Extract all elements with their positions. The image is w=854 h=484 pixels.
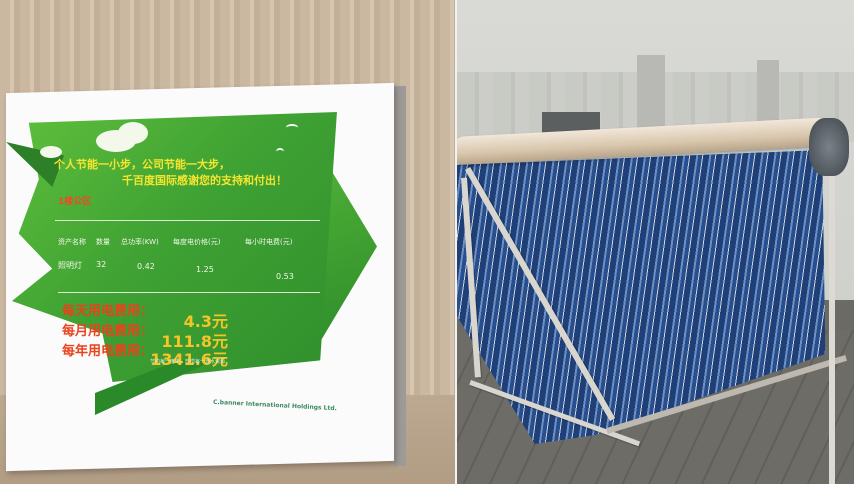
tank-end-cap (809, 118, 849, 176)
sign-footer-note: 节约每一度电，珍惜每一滴水资源 (150, 359, 226, 365)
energy-sign-photo: 个人节能一小步，公司节能一大步， 千百度国际感谢您的支持和付出！ 1楼公区 资产… (0, 0, 455, 484)
sign-section-title: 1楼公区 (58, 197, 92, 207)
table-header-quantity: 数量 (96, 238, 110, 246)
table-cell-hourly-cost: 0.53 (276, 272, 294, 281)
cloud-icon (40, 146, 62, 158)
sign-slogan-line-2: 千百度国际感谢您的支持和付出！ (122, 174, 287, 187)
cloud-icon (118, 122, 148, 144)
table-cell-power: 0.42 (137, 262, 155, 271)
monthly-cost-value: 111.8元 (161, 332, 228, 351)
table-header-asset: 资产名称 (58, 238, 86, 246)
sign-divider (55, 220, 320, 221)
table-cell-quantity: 32 (96, 260, 107, 269)
daily-cost-label: 每天用电费用： (62, 304, 154, 319)
bird-icon (276, 148, 284, 155)
photo-divider (455, 0, 457, 484)
yearly-cost-value: 1341.6元 (150, 350, 228, 369)
solar-heater-photo (457, 0, 854, 484)
table-cell-asset: 照明灯 (58, 261, 82, 270)
daily-cost-value: 4.3元 (183, 312, 228, 331)
table-header-price: 每度电价格(元) (173, 238, 221, 246)
bird-icon (286, 124, 298, 131)
sign-slogan-line-1: 个人节能一小步，公司节能一大步， (54, 158, 230, 171)
yearly-cost-label: 每年用电费用： (62, 344, 154, 359)
sign-board-edge (394, 85, 406, 467)
table-cell-price: 1.25 (196, 265, 214, 274)
sign-divider (58, 292, 320, 293)
table-header-power: 总功率(KW) (121, 238, 159, 246)
table-header-hourly-cost: 每小时电费(元) (245, 238, 293, 246)
support-pole (829, 165, 835, 484)
monthly-cost-label: 每月用电费用： (62, 324, 154, 339)
